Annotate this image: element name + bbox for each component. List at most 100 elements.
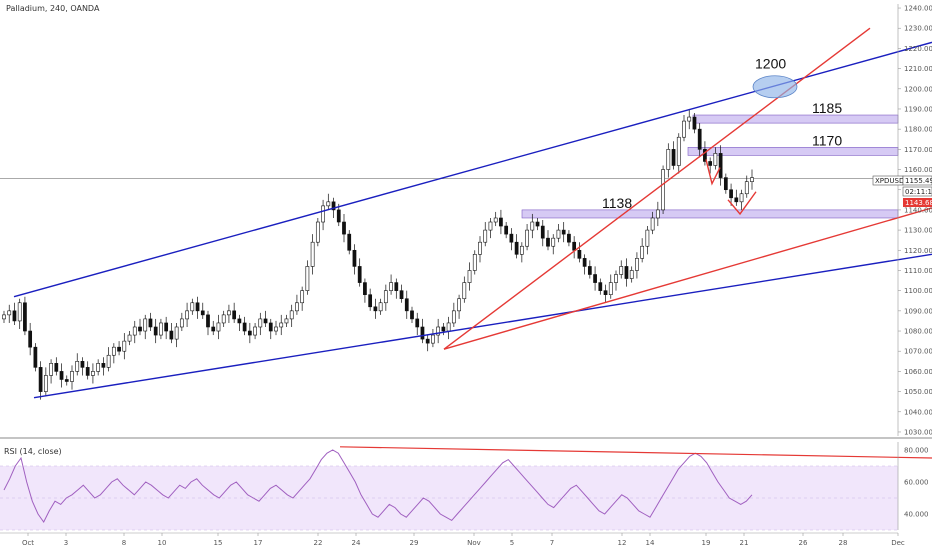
candle-body (38, 367, 43, 392)
upper-red-trendline (443, 27, 871, 350)
price-tick-label: 1030.000 (904, 428, 932, 436)
bid-text: 1143.685 (905, 199, 932, 207)
candle-body (106, 354, 111, 368)
price-badges: XPDUSD 1155.493 02:11:14 1143.685 (872, 175, 932, 207)
candle-body (467, 270, 472, 283)
candle-body (645, 229, 650, 247)
candle-body (504, 225, 509, 235)
candle-body (352, 249, 357, 267)
candle-body (551, 237, 556, 247)
time-axis[interactable]: Oct 3 8 10 15 17 22 24 29 Nov 5 7 12 14 19 21 26 28 Dec (22, 533, 905, 547)
price-tick-label: 1180.000 (904, 126, 932, 134)
chart-title: Palladium, 240, OANDA (6, 4, 100, 13)
candle-body (159, 322, 163, 336)
price-tick-label: 1130.000 (904, 227, 932, 235)
price-tick-label: 1170.000 (904, 146, 932, 154)
current-price-text: 1155.493 (905, 177, 932, 185)
candle-body (608, 282, 613, 295)
candle-body (12, 310, 17, 322)
candle-body (190, 302, 195, 312)
time-tick-label: 26 (799, 539, 808, 547)
candle-body (472, 254, 477, 271)
candle-body (635, 258, 639, 271)
candle-body (535, 221, 540, 227)
candle-body (368, 294, 373, 308)
candle-body (263, 318, 268, 324)
candle-body (289, 310, 294, 320)
time-tick-label: 15 (214, 539, 223, 547)
candle-body (23, 302, 27, 332)
candle-body (143, 318, 148, 332)
time-tick-label: Dec (891, 539, 905, 547)
time-tick-label: 17 (254, 539, 263, 547)
price-axis[interactable]: 1030.000 1040.000 1050.000 1060.000 1070.000… (897, 4, 932, 436)
candle-body (258, 318, 263, 328)
candle-body (624, 266, 629, 279)
time-tick-label: 22 (314, 539, 323, 547)
candle-body (561, 229, 566, 235)
candle-body (2, 314, 6, 320)
time-tick-label: 8 (122, 539, 126, 547)
candle-body (441, 326, 446, 332)
candle-body (582, 258, 587, 267)
candle-body (655, 209, 660, 219)
price-tick-label: 1160.000 (904, 166, 932, 174)
candle-body (389, 282, 393, 291)
time-tick-label: 19 (702, 539, 711, 547)
level-label-1185: 1185 (812, 100, 842, 116)
annotations: 1138 1170 1185 1200 (602, 56, 842, 216)
time-tick-label: 28 (839, 539, 848, 547)
candle-body (650, 217, 655, 231)
candle-body (614, 274, 618, 283)
candle-body (462, 282, 467, 300)
price-tick-label: 1050.000 (904, 388, 932, 396)
candle-body (295, 302, 299, 312)
candle-body (363, 282, 367, 295)
candle-body (514, 241, 519, 255)
candle-body (242, 322, 247, 332)
candle-body (138, 326, 142, 332)
candle-body (174, 326, 179, 340)
candle-body (577, 249, 582, 259)
candle-body (619, 266, 624, 275)
candle-body (410, 310, 414, 320)
price-tick-label: 1080.000 (904, 328, 932, 336)
candle-body (572, 241, 577, 251)
candle-body (739, 193, 744, 203)
candle-body (206, 314, 210, 328)
candle-body (164, 322, 169, 332)
candle-body (404, 298, 409, 312)
candle-body (540, 225, 545, 239)
candle-body (451, 310, 456, 324)
candle-body (310, 241, 315, 267)
candle-body (279, 322, 284, 328)
candle-body (85, 367, 90, 376)
candle-body (394, 282, 399, 291)
candle-body (640, 245, 645, 259)
timer-badge (902, 186, 932, 197)
time-tick-label: 29 (410, 539, 419, 547)
current-price-badge (902, 175, 932, 186)
time-tick-label: 24 (352, 539, 361, 547)
candle-body (629, 270, 634, 279)
candle-body (153, 326, 158, 336)
rsi-axis[interactable]: 40.000 60.000 80.000 (897, 442, 929, 530)
candle-body (200, 310, 205, 316)
price-tick-label: 1060.000 (904, 368, 932, 376)
candle-body (195, 302, 200, 312)
timer-text: 02:11:14 (905, 188, 932, 196)
candle-body (247, 330, 252, 336)
candle-body (692, 116, 697, 130)
candle-body (148, 318, 153, 328)
rsi-divergence-line (339, 446, 932, 459)
zone-1185 (692, 114, 899, 124)
candle-body (284, 318, 289, 324)
candle-body (101, 363, 106, 368)
candle-body (546, 237, 550, 247)
candle-body (676, 136, 681, 166)
level-label-1170: 1170 (812, 132, 842, 148)
candle-body (132, 326, 137, 336)
time-tick-label: 5 (510, 539, 514, 547)
candle-body (383, 290, 388, 304)
